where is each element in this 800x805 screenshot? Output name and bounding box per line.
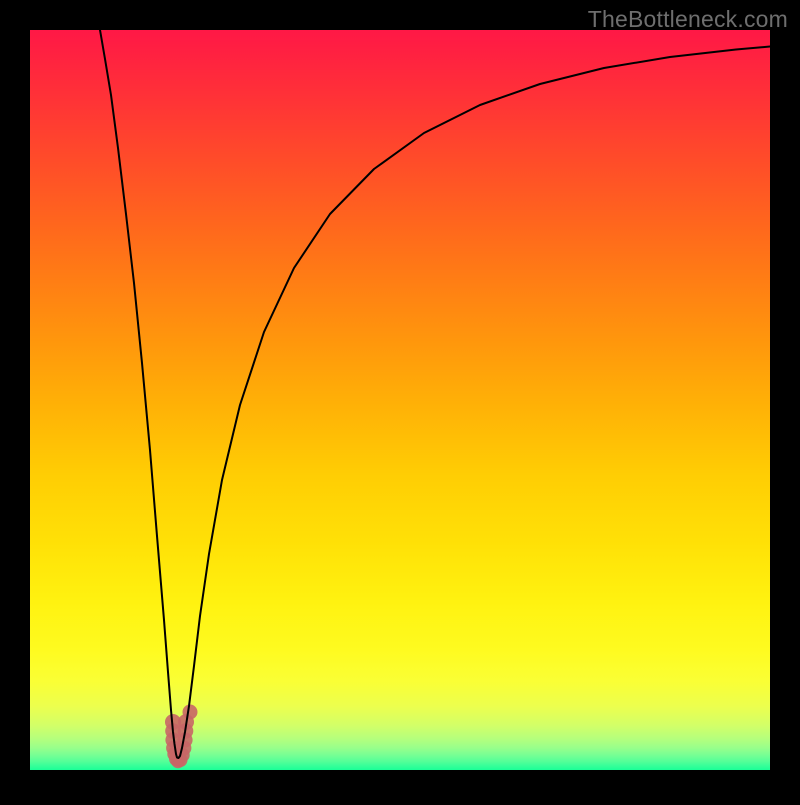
watermark-text: TheBottleneck.com — [588, 6, 788, 33]
chart-container: TheBottleneck.com — [0, 0, 800, 800]
plot-gradient-background — [30, 30, 770, 770]
marker-point — [183, 705, 198, 720]
bottleneck-chart — [0, 0, 800, 800]
